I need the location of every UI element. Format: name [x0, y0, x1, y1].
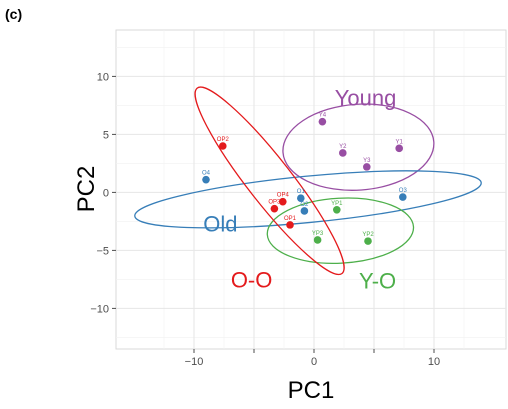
- point-label-op1: OP1: [284, 216, 297, 222]
- plot-panel: [115, 29, 507, 350]
- point-o4: [202, 175, 210, 184]
- x-tick-label: 10: [428, 356, 440, 368]
- ellipse-old: [134, 170, 482, 229]
- point-op1: [286, 221, 294, 229]
- y-tick-label: 10: [97, 71, 109, 83]
- group-label-young: Young: [335, 85, 397, 110]
- point-label-y3: Y3: [363, 158, 371, 164]
- point-label-o4: O4: [202, 171, 211, 177]
- group-label-old: Old: [203, 212, 237, 237]
- point-y4: [318, 117, 327, 126]
- point-op3: [270, 204, 279, 213]
- point-label-o1: O1: [297, 189, 306, 195]
- ellipse-o-o: [194, 86, 345, 276]
- grid-major: [116, 30, 506, 349]
- point-label-y2: Y2: [339, 144, 347, 150]
- point-label-yp3: YP3: [312, 231, 324, 237]
- confidence-ellipses: [134, 86, 482, 276]
- y-axis-title: PC2: [73, 166, 100, 213]
- grid-minor: [116, 30, 506, 349]
- point-label-y4: Y4: [319, 113, 327, 119]
- y-tick-label: 0: [103, 187, 109, 199]
- group-labels: Young Old O-O Y-O: [203, 85, 396, 293]
- ellipse-y-o: [266, 197, 415, 264]
- y-tick-label: −5: [96, 245, 109, 257]
- point-o3: [399, 193, 407, 201]
- y-tick-label: 5: [103, 129, 109, 141]
- point-yp2: [364, 237, 372, 245]
- point-label-op4: OP4: [277, 193, 290, 199]
- point-label-yp2: YP2: [362, 232, 374, 238]
- group-label-o-o: O-O: [231, 267, 273, 292]
- point-y3: [363, 163, 371, 171]
- point-label-yp1: YP1: [331, 201, 343, 207]
- point-label-y1: Y1: [396, 139, 404, 145]
- point-label-o3: O3: [399, 188, 408, 194]
- point-y1: [395, 144, 404, 153]
- ellipse-young: [282, 103, 435, 191]
- group-label-y-o: Y-O: [359, 269, 396, 294]
- panel-label: (c): [5, 6, 22, 22]
- point-label-op2: OP2: [217, 137, 230, 143]
- point-yp3: [313, 236, 322, 244]
- point-o1: [297, 194, 305, 202]
- x-tick-label: 0: [311, 356, 317, 368]
- point-o2: [300, 207, 309, 215]
- point-label-op3: OP3: [268, 200, 281, 206]
- point-y2: [339, 149, 347, 157]
- axis-ticks: −10 0 10 −10 −5 0 5 10: [90, 71, 440, 368]
- point-op4: [279, 197, 287, 206]
- x-axis-title: PC1: [288, 377, 335, 404]
- y-tick-label: −10: [90, 303, 109, 315]
- point-op2: [219, 142, 227, 150]
- x-tick-label: −10: [185, 356, 204, 368]
- point-label-o2: O2: [300, 202, 309, 208]
- point-yp1: [333, 206, 341, 214]
